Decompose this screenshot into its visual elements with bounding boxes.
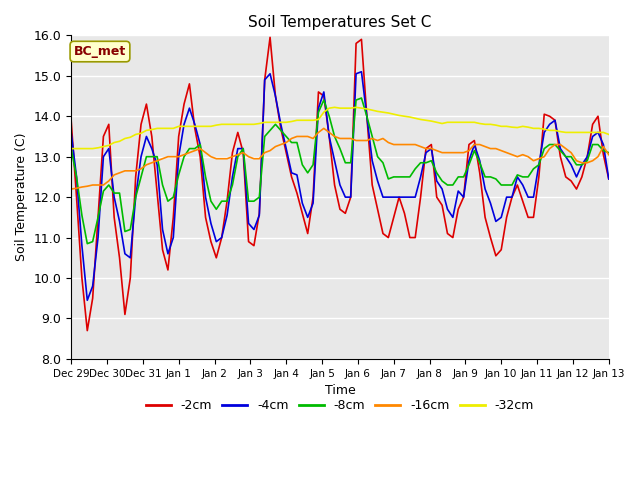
Title: Soil Temperatures Set C: Soil Temperatures Set C — [248, 15, 431, 30]
Y-axis label: Soil Temperature (C): Soil Temperature (C) — [15, 133, 28, 262]
Text: BC_met: BC_met — [74, 45, 126, 58]
Legend: -2cm, -4cm, -8cm, -16cm, -32cm: -2cm, -4cm, -8cm, -16cm, -32cm — [141, 395, 539, 418]
X-axis label: Time: Time — [324, 384, 355, 397]
